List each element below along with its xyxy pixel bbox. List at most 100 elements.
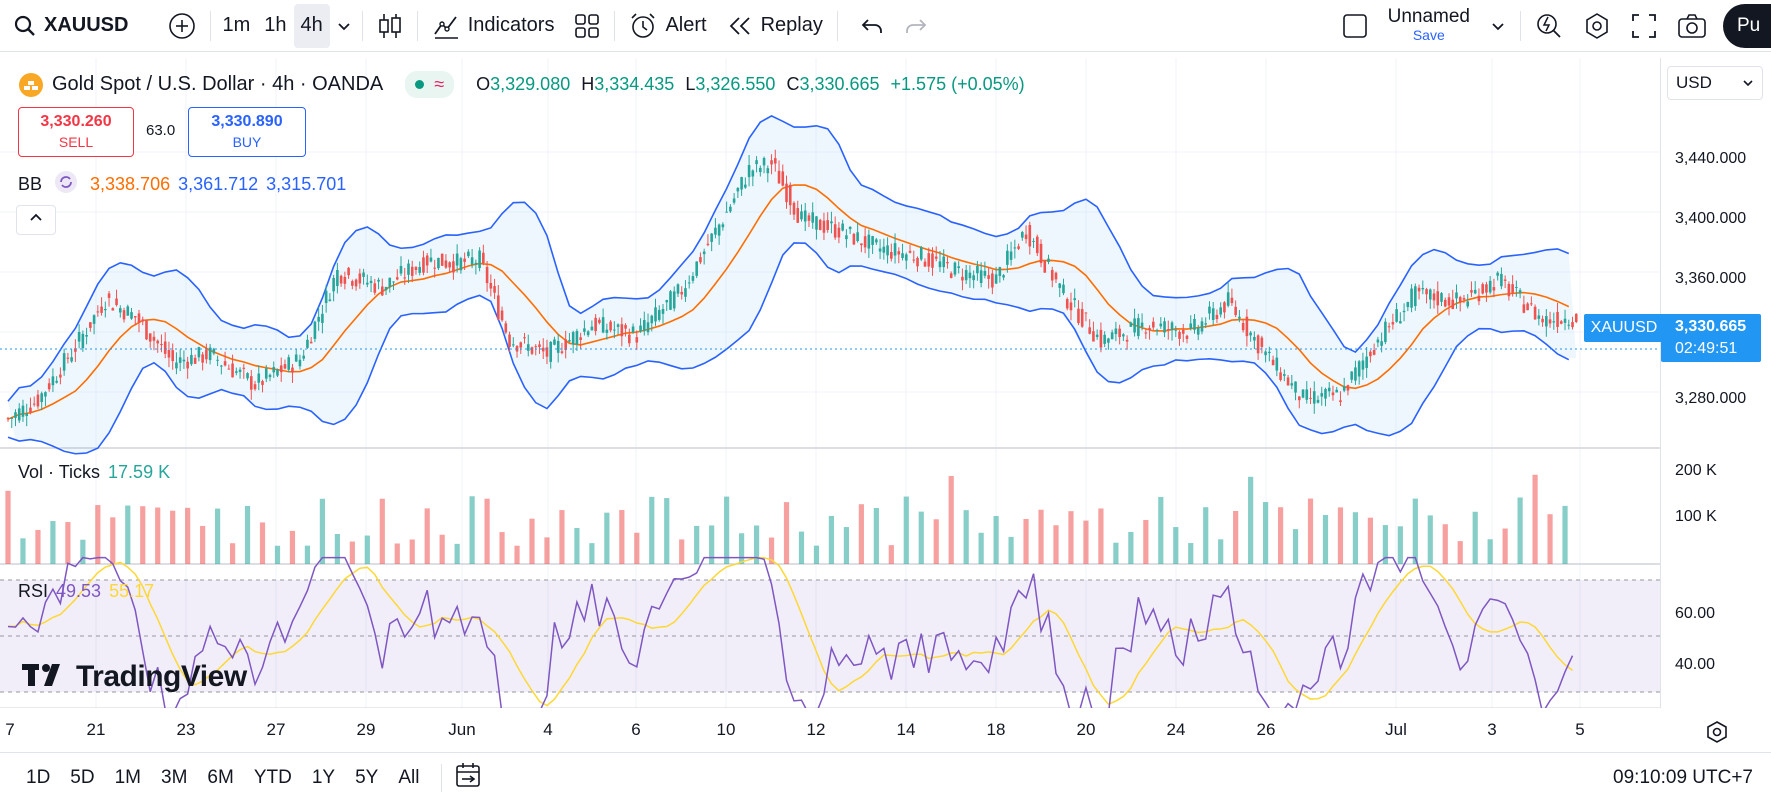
collapse-legend-button[interactable] [16,205,56,235]
open-value: 3,329.080 [490,74,571,94]
symbol-search[interactable]: XAUUSD [0,4,138,48]
interval-4h[interactable]: 4h [293,3,330,48]
high-label: H [581,74,595,94]
candle-body [893,243,897,256]
tradingview-watermark: TradingView [22,660,247,694]
chart-type-button[interactable] [367,4,413,48]
volume-bar [170,510,176,564]
settings-button[interactable] [1573,4,1621,48]
interval-dropdown[interactable] [330,4,358,48]
layout-button[interactable]: Unnamed Save [1332,4,1516,48]
candle-body [403,277,407,279]
interval-1m[interactable]: 1m [215,4,257,48]
candle-body [976,265,979,274]
fullscreen-button[interactable] [1621,4,1667,48]
candle-body [1245,316,1249,337]
candle-body [96,311,100,313]
candle-body [598,319,601,323]
symbol-legend[interactable]: Gold Spot / U.S. Dollar · 4h · OANDA ≈ O… [18,71,1025,98]
candle-body [1253,336,1256,341]
bb-upper-value: 3,361.712 [178,174,259,194]
volume-bar [1517,497,1523,564]
goto-date-icon[interactable] [454,761,484,794]
candle-body [1462,298,1466,300]
candle-body [942,256,946,268]
interval-1h[interactable]: 1h [257,4,293,48]
candle-body [1069,302,1073,311]
candle-body [908,250,912,253]
candle-body [205,349,208,360]
volume-bar [798,531,805,564]
candle-body [882,246,886,253]
volume-bar [1382,525,1388,564]
volume-bar [948,476,954,564]
candle-body [788,184,792,206]
range-1m[interactable]: 1M [114,766,141,788]
chart-canvas[interactable] [0,58,1660,708]
candle-body [156,340,160,344]
templates-button[interactable] [564,4,610,48]
candle-body [886,245,889,256]
volume-bar [1562,505,1568,564]
search-icon [14,15,36,37]
candle-body [747,165,751,178]
candle-body [332,277,335,292]
candle-body [1021,232,1024,238]
bb-legend[interactable]: BB 3,338.706 3,361.712 3,315.701 [18,170,346,199]
redo-button[interactable] [894,4,938,48]
price-scale[interactable]: USD 3,440.000 3,400.000 3,360.000 3,280.… [1660,58,1771,743]
range-6m[interactable]: 6M [207,766,234,788]
snapshot-button[interactable] [1667,4,1717,48]
sell-button[interactable]: 3,330.260 SELL [18,107,134,157]
rsi-legend[interactable]: RSI 49.53 55.17 [18,581,154,602]
candle-body [1327,387,1331,392]
range-5y[interactable]: 5Y [355,766,379,788]
price-tick: 3,280.000 [1675,390,1747,407]
candle-body [1574,313,1578,322]
replay-button[interactable]: Replay [717,4,833,48]
candle-body [1507,283,1511,297]
candle-body [380,286,384,296]
bb-fill [8,115,1577,456]
candle-body [1458,297,1462,302]
candle-body [762,158,766,166]
compare-symbol-button[interactable] [158,4,206,48]
volume-legend[interactable]: Vol · Ticks 17.59 K [18,462,170,483]
range-1d[interactable]: 1D [26,766,51,788]
undo-button[interactable] [850,4,894,48]
range-3m[interactable]: 3M [161,766,188,788]
volume-bar [649,496,655,564]
candle-body [354,279,358,287]
alert-button[interactable]: Alert [619,4,716,48]
refresh-icon[interactable] [54,170,78,199]
candle-body [223,361,227,366]
candle-body [272,367,276,373]
candle-body [388,277,392,288]
candle-body [235,371,238,373]
market-status-badge[interactable]: ≈ [405,71,455,98]
range-all[interactable]: All [398,766,420,788]
candle-body [118,308,122,313]
candle-body [1103,334,1106,344]
candle-body [949,273,953,278]
candle-body [1002,275,1005,278]
candle-body [384,286,388,291]
indicators-button[interactable]: Indicators [422,4,565,48]
quick-search-button[interactable] [1525,4,1573,48]
volume-bar [1248,476,1254,564]
candle-body [1286,377,1290,386]
range-5d[interactable]: 5D [70,766,95,788]
candle-body [182,359,186,362]
publish-button[interactable]: Pu [1723,3,1771,48]
range-ytd[interactable]: YTD [253,766,292,788]
candle-body [291,367,294,373]
clock[interactable]: 09:10:09 UTC+7 [1613,766,1753,788]
volume-bar [1158,496,1164,564]
buy-button[interactable]: 3,330.890 BUY [188,107,306,157]
range-1y[interactable]: 1Y [311,766,336,788]
last-price-symbol-label: XAUUSD [1590,319,1658,336]
currency-select[interactable]: USD [1667,66,1763,100]
volume-bar [469,496,475,564]
candle-body [32,403,36,405]
settings-icon[interactable] [1705,720,1729,749]
